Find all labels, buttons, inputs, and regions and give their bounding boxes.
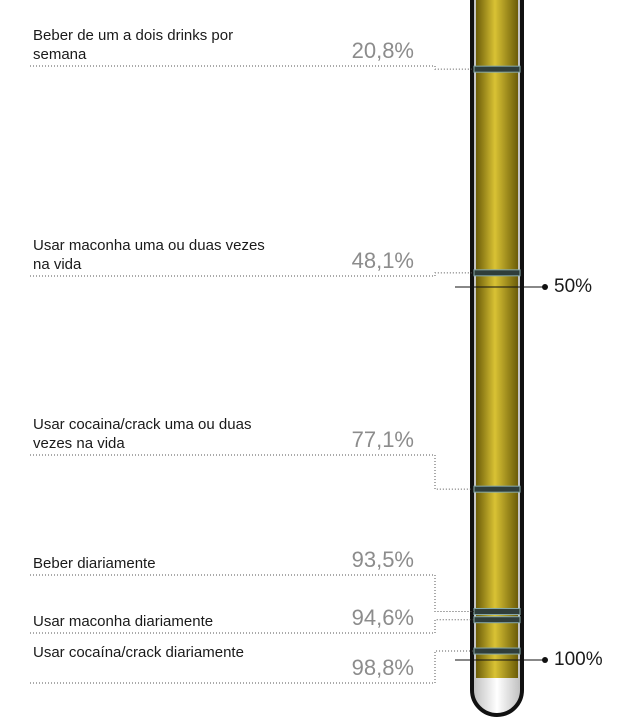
value-label: 94,6% xyxy=(300,605,414,631)
infographic: 50% 100% Beber de um a dois drinks por se… xyxy=(0,0,632,718)
level-band xyxy=(474,617,520,623)
value-label: 20,8% xyxy=(300,38,414,64)
value-label: 93,5% xyxy=(300,547,414,573)
tick-dot xyxy=(542,284,548,290)
value-label: 98,8% xyxy=(300,655,414,681)
tube-liquid xyxy=(476,0,518,678)
tick-label: 100% xyxy=(554,649,603,670)
level-band xyxy=(474,486,520,492)
category-label: Usar maconha uma ou duas vezes na vida xyxy=(33,236,283,274)
category-label: Usar cocaina/crack uma ou duas vezes na … xyxy=(33,415,283,453)
level-band xyxy=(474,270,520,276)
tick-dot xyxy=(542,657,548,663)
leader-line xyxy=(30,455,474,489)
value-label: 48,1% xyxy=(300,248,414,274)
level-band xyxy=(474,609,520,615)
tick-label: 50% xyxy=(554,276,592,297)
value-label: 77,1% xyxy=(300,427,414,453)
level-band xyxy=(474,66,520,72)
category-label: Usar maconha diariamente xyxy=(33,612,283,631)
level-band xyxy=(474,648,520,654)
category-label: Beber de um a dois drinks por semana xyxy=(33,26,283,64)
leader-line xyxy=(30,66,474,69)
category-label: Beber diariamente xyxy=(33,554,283,573)
category-label: Usar cocaína/crack diariamente xyxy=(33,643,283,662)
